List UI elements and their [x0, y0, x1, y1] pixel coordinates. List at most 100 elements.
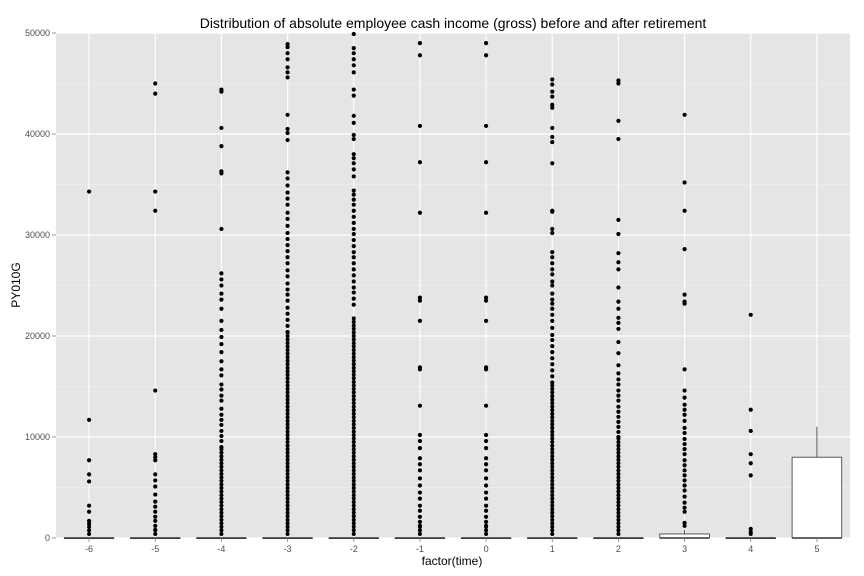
outlier-point — [351, 397, 356, 402]
outlier-point — [219, 496, 224, 501]
outlier-point — [351, 161, 356, 166]
outlier-point — [153, 504, 158, 509]
outlier-point — [483, 456, 489, 461]
outlier-point — [616, 78, 621, 83]
x-tick-label: -4 — [217, 544, 225, 554]
outlier-point — [219, 493, 224, 498]
outlier-point — [616, 478, 621, 483]
outlier-point — [153, 499, 158, 504]
outlier-point — [351, 531, 356, 536]
outlier-point — [550, 496, 555, 501]
outlier-point — [285, 418, 290, 423]
outlier-point — [285, 190, 290, 195]
outlier-point — [153, 531, 158, 536]
outlier-point — [483, 298, 489, 303]
outlier-point — [285, 387, 290, 392]
outlier-point — [351, 503, 356, 508]
outlier-point — [550, 368, 555, 373]
outlier-points — [86, 31, 753, 536]
outlier-point — [483, 503, 489, 508]
outlier-point — [616, 524, 621, 529]
outlier-point — [351, 174, 356, 179]
outlier-point — [616, 471, 621, 476]
outlier-point — [285, 461, 290, 466]
outlier-point — [682, 292, 687, 297]
x-tick-label: 0 — [484, 544, 489, 554]
outlier-point — [616, 521, 621, 526]
outlier-point — [550, 454, 555, 459]
outlier-point — [550, 524, 555, 529]
outlier-point — [616, 482, 621, 487]
outlier-point — [483, 519, 489, 524]
outlier-point — [351, 514, 356, 519]
outlier-point — [219, 406, 224, 411]
outlier-point — [351, 344, 356, 349]
outlier-point — [285, 376, 290, 381]
outlier-point — [219, 393, 224, 398]
outlier-point — [417, 468, 423, 473]
outlier-point — [351, 250, 356, 255]
outlier-point — [285, 341, 290, 346]
outlier-point — [748, 526, 753, 532]
outlier-point — [417, 41, 423, 46]
outlier-point — [351, 120, 356, 125]
outlier-point — [351, 273, 356, 278]
outlier-point — [417, 160, 423, 165]
outlier-point — [351, 31, 356, 37]
outlier-point — [550, 429, 555, 434]
outlier-point — [219, 359, 224, 364]
outlier-point — [484, 531, 489, 536]
outlier-point — [682, 247, 687, 252]
outlier-point — [417, 514, 423, 519]
outlier-point — [285, 514, 290, 519]
outlier-point — [219, 447, 224, 452]
x-tick-label: -1 — [416, 544, 424, 554]
outlier-point — [351, 500, 356, 505]
outlier-point — [682, 367, 687, 372]
outlier-point — [351, 454, 356, 459]
outlier-point — [285, 408, 290, 413]
outlier-point — [550, 471, 555, 476]
outlier-point — [550, 267, 555, 272]
outlier-point — [616, 251, 621, 256]
outlier-point — [285, 496, 290, 501]
outlier-point — [550, 528, 555, 533]
outlier-point — [616, 507, 621, 512]
outlier-point — [285, 344, 290, 349]
outlier-point — [616, 517, 621, 522]
outlier-point — [285, 311, 290, 316]
x-tick-label: 2 — [616, 544, 621, 554]
outlier-point — [219, 398, 224, 403]
outlier-point — [616, 440, 621, 445]
outlier-point — [351, 450, 356, 455]
outlier-point — [219, 489, 224, 494]
y-tick-label: 40000 — [25, 129, 50, 139]
outlier-point — [351, 376, 356, 381]
outlier-point — [550, 383, 555, 388]
outlier-point — [550, 387, 555, 392]
outlier-point — [285, 210, 290, 215]
outlier-point — [219, 89, 224, 94]
outlier-point — [550, 94, 555, 99]
outlier-point — [285, 415, 290, 420]
outlier-point — [351, 425, 356, 430]
outlier-point — [682, 458, 687, 463]
outlier-point — [351, 362, 356, 367]
outlier-point — [219, 454, 224, 459]
outlier-point — [616, 457, 621, 462]
outlier-point — [285, 261, 290, 266]
outlier-point — [351, 510, 356, 515]
outlier-point — [351, 415, 356, 420]
outlier-point — [351, 401, 356, 406]
outlier-point — [219, 428, 224, 434]
outlier-point — [351, 443, 356, 448]
outlier-point — [351, 432, 356, 437]
outlier-point — [616, 371, 621, 376]
outlier-point — [483, 160, 489, 165]
outlier-point — [616, 118, 621, 123]
outlier-point — [417, 519, 423, 524]
outlier-point — [86, 518, 92, 523]
outlier-point — [550, 510, 555, 515]
outlier-point — [285, 330, 290, 335]
outlier-point — [550, 350, 555, 355]
